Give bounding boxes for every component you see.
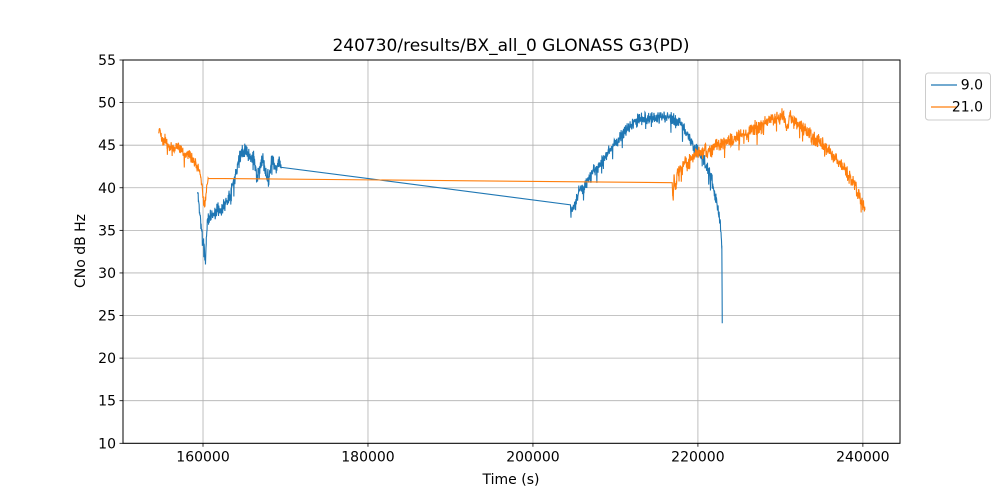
- plot-border: [122, 59, 901, 444]
- chart-title: 240730/results/BX_all_0 GLONASS G3(PD): [332, 36, 689, 56]
- y-tick-label: 30: [98, 266, 116, 282]
- series-path-21.0: [158, 108, 866, 213]
- axis-ticks: [119, 59, 864, 447]
- x-axis-label: Time (s): [482, 472, 540, 488]
- x-tick-label: 220000: [671, 449, 724, 465]
- y-axis-label: CNo dB Hz: [73, 214, 89, 288]
- legend-entry-9.0: 9.0: [931, 78, 983, 94]
- x-tick-label: 240000: [836, 449, 889, 465]
- y-tick-label: 10: [98, 436, 116, 452]
- series-path-9.0: [197, 110, 723, 324]
- y-tick-label: 15: [98, 394, 116, 410]
- legend-label: 21.0: [952, 100, 983, 116]
- y-tick-label: 20: [98, 351, 116, 367]
- legend-entry-21.0: 21.0: [931, 100, 983, 116]
- y-tick-label: 35: [98, 223, 116, 239]
- legend: 9.0 21.0: [925, 72, 991, 121]
- x-tick-label: 200000: [506, 449, 559, 465]
- y-tick-label: 40: [98, 181, 116, 197]
- x-tick-label: 180000: [341, 449, 394, 465]
- y-tick-label: 50: [98, 96, 116, 112]
- series-group: [158, 108, 866, 324]
- plot-area: 160000 180000 200000 220000 240000 10 15 20 25 30…: [98, 53, 991, 465]
- legend-label: 9.0: [961, 78, 983, 94]
- y-tick-label: 55: [98, 53, 116, 69]
- tick-labels: 160000 180000 200000 220000 240000 10 15 20 25 30…: [98, 53, 889, 465]
- x-tick-label: 160000: [176, 449, 229, 465]
- y-tick-label: 25: [98, 309, 116, 325]
- y-tick-label: 45: [98, 138, 116, 154]
